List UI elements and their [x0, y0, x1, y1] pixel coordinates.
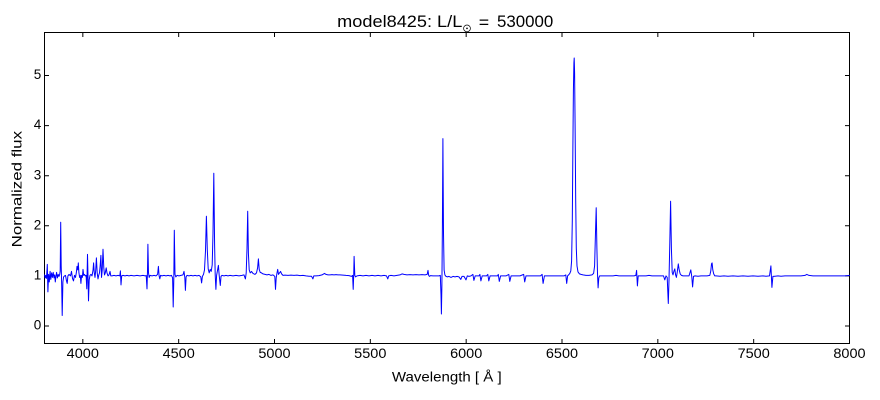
- svg-text:4: 4: [34, 117, 42, 132]
- svg-text:5000: 5000: [258, 346, 290, 361]
- svg-text:5500: 5500: [354, 346, 386, 361]
- svg-text:=: =: [479, 14, 489, 32]
- svg-text:0: 0: [34, 318, 42, 333]
- svg-text:1: 1: [34, 268, 42, 283]
- svg-text:Normalized flux: Normalized flux: [10, 131, 25, 248]
- svg-text:3: 3: [34, 167, 42, 182]
- svg-text:2: 2: [34, 217, 42, 232]
- svg-text:6000: 6000: [450, 346, 482, 361]
- svg-text:6500: 6500: [546, 346, 578, 361]
- svg-text:7500: 7500: [738, 346, 770, 361]
- svg-text:7000: 7000: [642, 346, 674, 361]
- svg-text:5: 5: [34, 67, 42, 82]
- svg-text:4000: 4000: [67, 346, 99, 361]
- svg-text:530000: 530000: [497, 13, 553, 31]
- svg-text:Wavelength [ Å ]: Wavelength [ Å ]: [392, 370, 502, 385]
- svg-text:model8425: L/L: model8425: L/L: [337, 13, 462, 31]
- svg-text:4500: 4500: [163, 346, 195, 361]
- svg-text:8000: 8000: [833, 346, 865, 361]
